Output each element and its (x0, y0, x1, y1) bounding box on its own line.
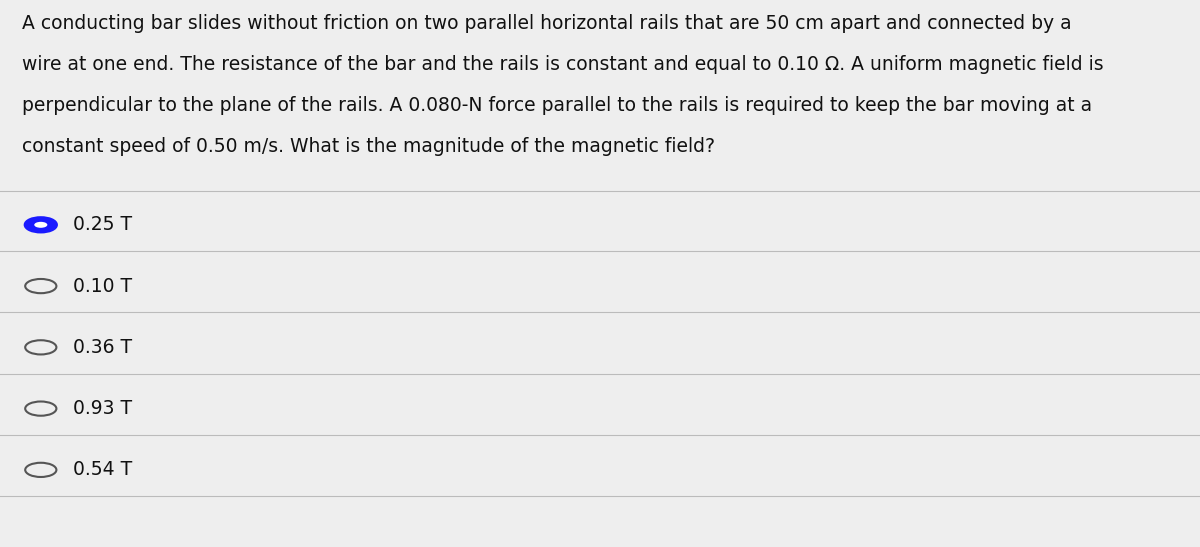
Circle shape (25, 340, 56, 354)
Text: 0.54 T: 0.54 T (73, 461, 132, 479)
Text: constant speed of 0.50 m/s. What is the magnitude of the magnetic field?: constant speed of 0.50 m/s. What is the … (22, 137, 715, 156)
Circle shape (25, 401, 56, 416)
Circle shape (25, 218, 56, 232)
Text: A conducting bar slides without friction on two parallel horizontal rails that a: A conducting bar slides without friction… (22, 14, 1072, 33)
Circle shape (35, 222, 47, 228)
Circle shape (25, 463, 56, 477)
Circle shape (25, 279, 56, 293)
Text: 0.10 T: 0.10 T (73, 277, 132, 295)
Text: 0.25 T: 0.25 T (73, 216, 132, 234)
Text: wire at one end. The resistance of the bar and the rails is constant and equal t: wire at one end. The resistance of the b… (22, 55, 1103, 74)
Text: perpendicular to the plane of the rails. A 0.080-N force parallel to the rails i: perpendicular to the plane of the rails.… (22, 96, 1092, 115)
Text: 0.36 T: 0.36 T (73, 338, 132, 357)
Text: 0.93 T: 0.93 T (73, 399, 132, 418)
